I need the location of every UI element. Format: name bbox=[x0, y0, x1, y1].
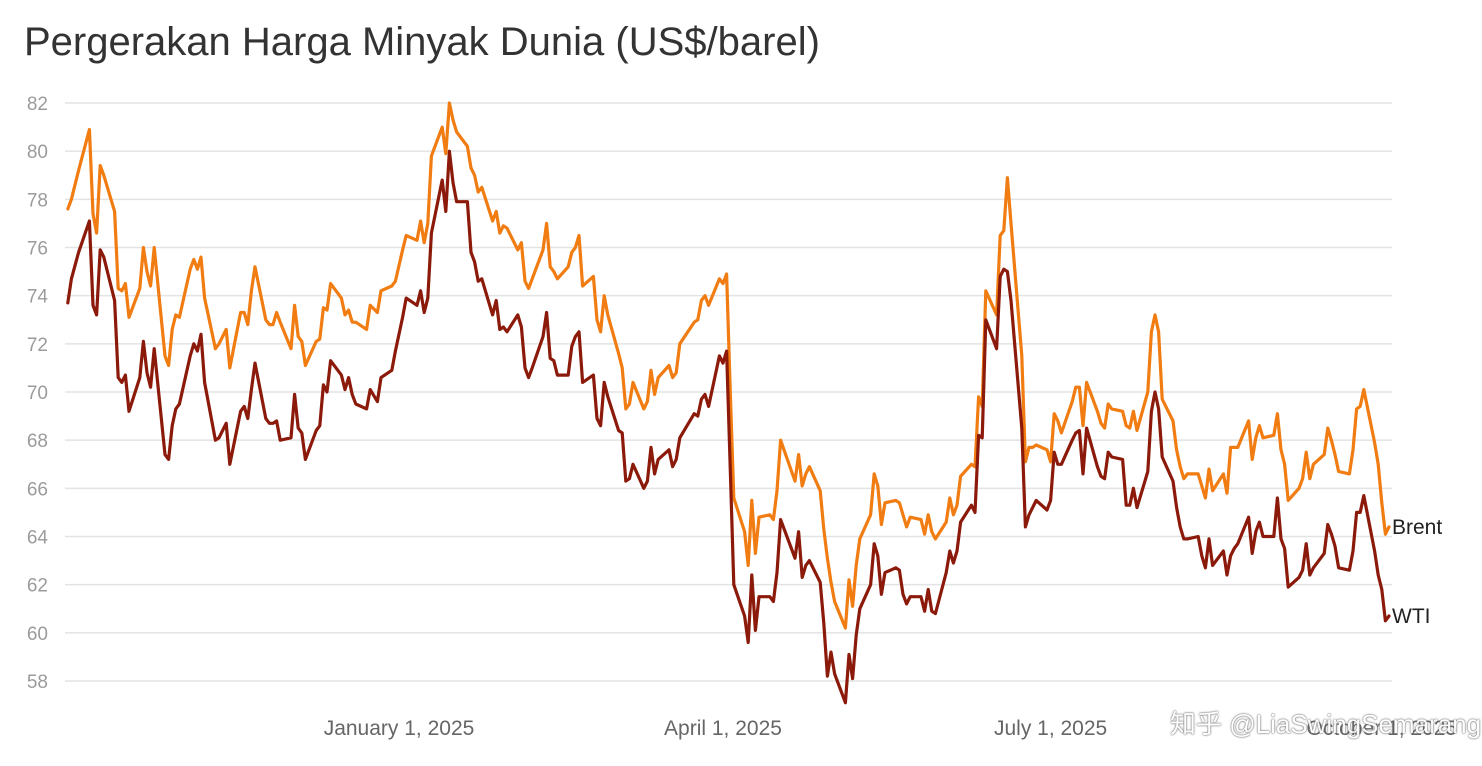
x-tick-label: October 1, 2025 bbox=[1306, 717, 1457, 740]
y-tick-label: 82 bbox=[27, 94, 48, 115]
series-end-labels: Brent WTI bbox=[1392, 516, 1442, 628]
x-tick-label: July 1, 2025 bbox=[994, 717, 1107, 740]
x-tick-label: January 1, 2025 bbox=[324, 717, 475, 740]
x-axis-ticks: January 1, 2025 April 1, 2025 July 1, 2025… bbox=[324, 717, 1457, 740]
series-label-brent: Brent bbox=[1392, 516, 1442, 539]
y-tick-label: 70 bbox=[27, 383, 48, 404]
series-lines bbox=[66, 101, 1391, 705]
y-tick-label: 76 bbox=[27, 239, 48, 260]
y-tick-label: 64 bbox=[27, 528, 49, 549]
series-line-wti bbox=[66, 149, 1391, 705]
y-tick-label: 62 bbox=[27, 576, 48, 597]
x-tick-label: April 1, 2025 bbox=[664, 717, 782, 740]
y-axis-ticks: 58 60 62 64 66 68 70 72 74 76 78 80 82 bbox=[27, 94, 49, 693]
y-tick-label: 72 bbox=[27, 335, 48, 356]
y-tick-label: 78 bbox=[27, 190, 48, 211]
y-tick-label: 58 bbox=[27, 672, 48, 693]
chart-title: Pergerakan Harga Minyak Dunia (US$/barel… bbox=[24, 20, 820, 64]
y-tick-label: 66 bbox=[27, 479, 48, 500]
y-tick-label: 80 bbox=[27, 142, 48, 163]
watermark-text: 知乎 @LiaSwingSemarang bbox=[1170, 709, 1482, 739]
gridlines bbox=[65, 102, 1392, 682]
y-tick-label: 68 bbox=[27, 431, 48, 452]
series-line-brent bbox=[66, 101, 1391, 630]
series-label-wti: WTI bbox=[1392, 605, 1430, 628]
y-tick-label: 74 bbox=[27, 287, 49, 308]
y-tick-label: 60 bbox=[27, 624, 48, 645]
